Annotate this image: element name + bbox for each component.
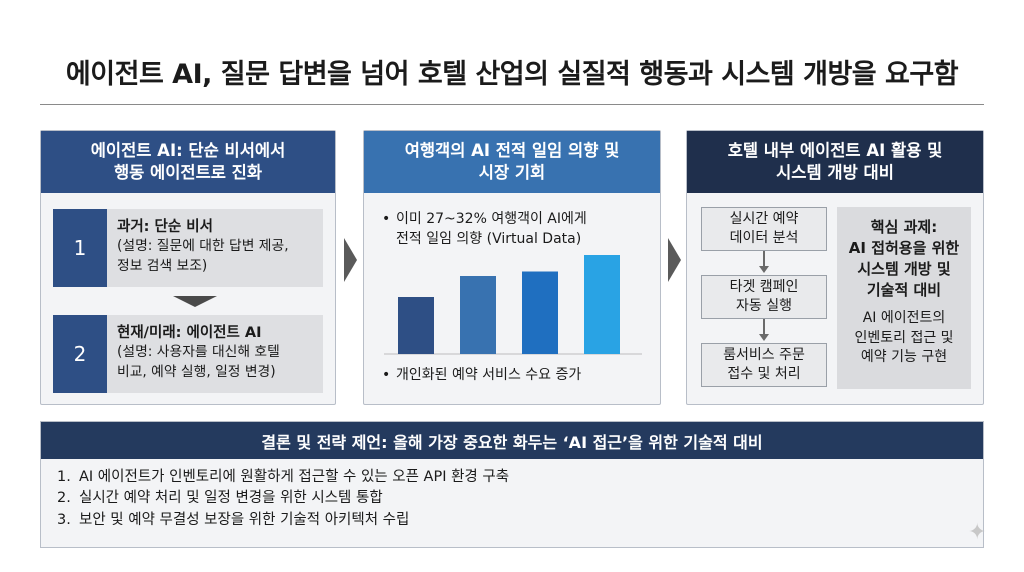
chart-bar-1 xyxy=(398,297,434,354)
core-task-title: 핵심 과제: AI 접허용을 위한 시스템 개방 및 기술적 대비 xyxy=(848,218,960,299)
step-past: 1 과거: 단순 비서 (설명: 질문에 대한 답변 제공, 정보 검색 보조) xyxy=(53,209,323,287)
arrow-down-icon xyxy=(759,319,769,341)
panel-hotel-internal-title: 호텔 내부 에이전트 AI 활용 및 시스템 개방 대비 xyxy=(727,141,943,182)
flow-step-room-service: 룸서비스 주문 접수 및 처리 xyxy=(701,343,827,387)
bullet-text: 개인화된 예약 서비스 수요 증가 xyxy=(396,367,582,383)
list-item: 3. 보안 및 예약 무결성 보장을 위한 기술적 아키텍처 수립 xyxy=(57,510,983,531)
step-number: 1 xyxy=(53,209,107,287)
list-item-number: 1. xyxy=(57,469,71,485)
bullet-delegation-intent: • 이미 27~32% 여행객이 AI에게 전적 일임 의향 (Virtual … xyxy=(382,209,652,250)
conclusion-list: 1. AI 에이전트가 인벤토리에 원활하게 접근할 수 있는 오픈 API 환경… xyxy=(57,467,983,531)
chevron-right-icon xyxy=(668,238,681,282)
panel-hotel-internal-header: 호텔 내부 에이전트 AI 활용 및 시스템 개방 대비 xyxy=(687,131,983,193)
panel-agent-evolution: 에이전트 AI: 단순 비서에서 행동 에이전트로 진화 1 과거: 단순 비서… xyxy=(40,130,336,405)
core-task-box: 핵심 과제: AI 접허용을 위한 시스템 개방 및 기술적 대비 AI 에이전… xyxy=(837,207,971,389)
list-item: 1. AI 에이전트가 인벤토리에 원활하게 접근할 수 있는 오픈 API 환경… xyxy=(57,467,983,488)
flow-step-label: 룸서비스 주문 접수 및 처리 xyxy=(723,347,805,382)
chevron-right-icon xyxy=(344,238,357,282)
list-item-number: 3. xyxy=(57,511,71,528)
step-present: 2 현재/미래: 에이전트 AI (설명: 사용자를 대신해 호텔 비교, 예약… xyxy=(53,315,323,393)
list-item-text: 보안 및 예약 무결성 보장을 위한 기술적 아키텍처 수립 xyxy=(79,511,410,528)
panel-market-opportunity: 여행객의 AI 전적 일임 의향 및 시장 기회 • 이미 27~32% 여행객… xyxy=(363,130,661,405)
step-number: 2 xyxy=(53,315,107,393)
list-item: 2. 실시간 예약 처리 및 일정 변경을 위한 시스템 통합 xyxy=(57,488,983,509)
bar-chart xyxy=(384,255,642,355)
flow-step-realtime-analysis: 실시간 예약 데이터 분석 xyxy=(701,207,827,251)
bullet-text: 이미 27~32% 여행객이 AI에게 전적 일임 의향 (Virtual Da… xyxy=(396,211,587,248)
conclusion-header: 결론 및 전략 제언: 올해 가장 중요한 화두는 ‘AI 접근’을 위한 기술… xyxy=(41,422,983,459)
flow-step-label: 실시간 예약 데이터 분석 xyxy=(729,211,799,246)
step-title: 현재/미래: 에이전트 AI xyxy=(117,325,262,341)
chart-bar-3 xyxy=(522,271,558,354)
chart-bar-2 xyxy=(460,276,496,354)
title-divider xyxy=(40,104,984,105)
bullet-icon: • xyxy=(382,211,391,227)
page-title: 에이전트 AI, 질문 답변을 넘어 호텔 산업의 실질적 행동과 시스템 개방… xyxy=(65,59,959,90)
step-title: 과거: 단순 비서 xyxy=(117,219,213,235)
step-description: (설명: 질문에 대한 답변 제공, 정보 검색 보조) xyxy=(117,238,289,274)
bullet-icon: • xyxy=(382,367,391,383)
panel-agent-evolution-header: 에이전트 AI: 단순 비서에서 행동 에이전트로 진화 xyxy=(41,131,335,193)
flow-step-label: 타겟 캠페인 자동 실행 xyxy=(729,279,799,314)
flow-step-target-campaign: 타겟 캠페인 자동 실행 xyxy=(701,275,827,319)
panel-market-opportunity-title: 여행객의 AI 전적 일임 의향 및 시장 기회 xyxy=(404,141,620,182)
bullet-demand: • 개인화된 예약 서비스 수요 증가 xyxy=(382,365,652,385)
panel-agent-evolution-title: 에이전트 AI: 단순 비서에서 행동 에이전트로 진화 xyxy=(90,141,286,182)
arrow-down-icon xyxy=(759,251,769,273)
step-description: (설명: 사용자를 대신해 호텔 비교, 예약 실행, 일정 변경) xyxy=(117,344,280,380)
list-item-text: 실시간 예약 처리 및 일정 변경을 위한 시스템 통합 xyxy=(79,490,383,507)
panel-hotel-internal: 호텔 내부 에이전트 AI 활용 및 시스템 개방 대비 실시간 예약 데이터 … xyxy=(686,130,984,405)
chart-bar-4 xyxy=(584,255,620,354)
down-arrow-icon xyxy=(173,296,217,307)
sparkle-icon: ✦ xyxy=(968,520,987,545)
list-item-text: AI 에이전트가 인벤토리에 원활하게 접근할 수 있는 오픈 API 환경 구… xyxy=(79,469,510,485)
core-task-description: AI 에이전트의 인벤토리 접근 및 예약 기능 구현 xyxy=(854,310,954,366)
panel-market-opportunity-header: 여행객의 AI 전적 일임 의향 및 시장 기회 xyxy=(364,131,660,193)
conclusion-section: 결론 및 전략 제언: 올해 가장 중요한 화두는 ‘AI 접근’을 위한 기술… xyxy=(40,421,984,548)
list-item-number: 2. xyxy=(57,490,71,507)
